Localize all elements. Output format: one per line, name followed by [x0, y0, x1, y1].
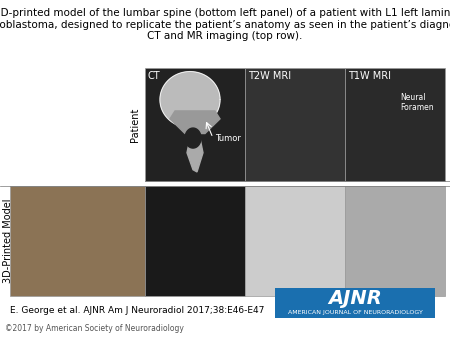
Text: AJNR: AJNR: [328, 289, 382, 308]
Bar: [245, 68, 345, 181]
Bar: [245, 186, 345, 296]
Bar: [145, 68, 245, 181]
Text: AMERICAN JOURNAL OF NEURORADIOLOGY: AMERICAN JOURNAL OF NEURORADIOLOGY: [288, 310, 423, 315]
Polygon shape: [170, 111, 220, 134]
Text: 3D-printed model of the lumbar spine (bottom left panel) of a patient with L1 le: 3D-printed model of the lumbar spine (bo…: [0, 8, 450, 41]
Polygon shape: [160, 72, 220, 128]
Polygon shape: [185, 128, 201, 148]
Text: E. George et al. AJNR Am J Neuroradiol 2017;38:E46-E47: E. George et al. AJNR Am J Neuroradiol 2…: [10, 306, 265, 315]
Text: Neural
Foramen: Neural Foramen: [400, 93, 434, 112]
Text: ©2017 by American Society of Neuroradiology: ©2017 by American Society of Neuroradiol…: [5, 324, 184, 333]
Text: Tumor: Tumor: [215, 134, 241, 143]
Text: 3D-Printed Model: 3D-Printed Model: [3, 199, 13, 283]
Bar: [345, 68, 445, 181]
Text: Patient: Patient: [130, 107, 140, 142]
Text: CT: CT: [148, 71, 161, 81]
Bar: [10, 186, 145, 296]
Text: T2W MRI: T2W MRI: [248, 71, 291, 81]
Bar: [145, 186, 245, 296]
Bar: [345, 186, 445, 296]
Polygon shape: [187, 138, 203, 172]
Bar: [275, 288, 435, 318]
Text: T1W MRI: T1W MRI: [348, 71, 391, 81]
